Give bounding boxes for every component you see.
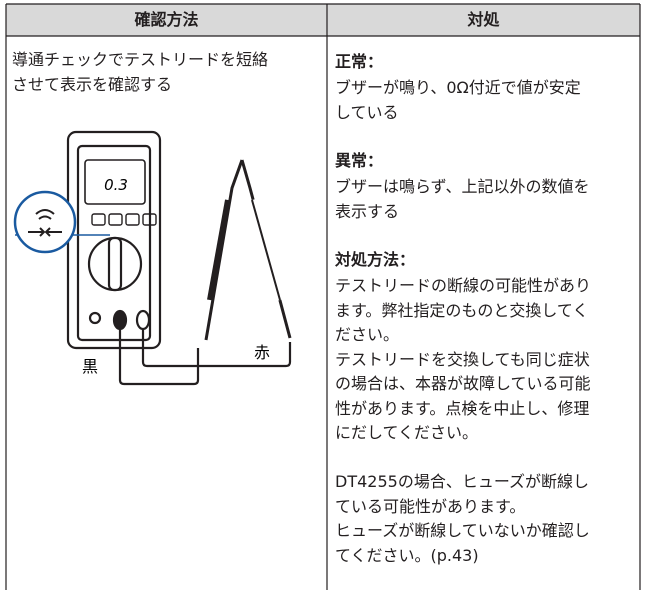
paragraph: ブザーが鳴り、0Ω付近で値が安定 している [335, 76, 591, 125]
text-line: の場合は、本器が故障している可能 [335, 374, 591, 393]
text-line: 性があります。点検を中止し、修理 [335, 398, 590, 418]
check-cell: 導通チェックでテストリードを短絡 させて表示を確認する [12, 48, 268, 97]
section-heading: 異常： [335, 151, 384, 170]
action-cell: 正常： ブザーが鳴り、0Ω付近で値が安定 している異常： ブザーは鳴らず、上記以外の数… [335, 48, 591, 590]
paragraph: DT4255の場合、ヒューズが断線し ている可能性があります。ヒューズが断線してい… [335, 470, 591, 568]
section: 対処方法： テストリードの断線の可能性があり ます。弊社指定のものと交換してく ださい… [335, 246, 591, 568]
header-cell: 確認方法 [6, 4, 327, 36]
header-cell: 対処 [327, 4, 640, 36]
text-line: 導通チェックでテストリードを短絡 [12, 50, 269, 69]
text-line: ヒューズが断線していないか確認し [335, 521, 590, 540]
text-line: ている可能性があります。 [335, 496, 526, 516]
multimeter-illustration [13, 130, 292, 386]
paragraph: ブザーは鳴らず、上記以外の数値を 表示する [335, 175, 591, 224]
section-heading: 対処方法： [335, 250, 416, 269]
text-line: させて表示を確認する [12, 74, 173, 94]
text-line: ブザーが鳴り、0Ω付近で値が安定 [335, 78, 581, 97]
lead-label: 黒 [82, 357, 98, 376]
text-line: している [335, 102, 399, 122]
text-line: DT4255の場合、ヒューズが断線し [335, 472, 590, 491]
text-line: テストリードの断線の可能性があり [335, 276, 592, 295]
section: 正常： ブザーが鳴り、0Ω付近で値が安定 している [335, 48, 591, 125]
section-heading: 正常： [335, 52, 384, 71]
text-line: ます。弊社指定のものと交換してく [335, 300, 589, 320]
text-line: てください。(p.43) [335, 545, 479, 565]
text-line: にだしてください。 [335, 423, 479, 442]
text-line: テストリードを交換しても同じ症状 [335, 349, 590, 369]
display-reading: 0.3 [104, 176, 128, 194]
text-line: ブザーは鳴らず、上記以外の数値を [335, 177, 590, 196]
lead-label: 赤 [254, 343, 270, 362]
paragraph: テストリードの断線の可能性があり ます。弊社指定のものと交換してく ださい。テストリ… [335, 274, 591, 446]
text-line: 表示する [335, 201, 400, 221]
section: 異常： ブザーは鳴らず、上記以外の数値を 表示する [335, 147, 591, 224]
text-line: ださい。 [335, 325, 400, 344]
